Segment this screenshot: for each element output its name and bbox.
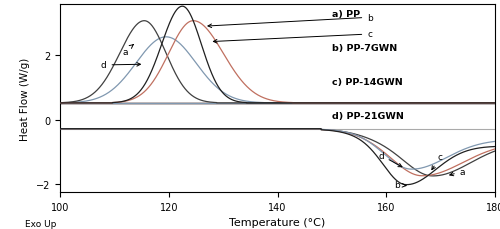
Text: a: a <box>122 45 134 56</box>
Text: c: c <box>432 152 443 170</box>
Text: a: a <box>450 167 465 176</box>
Text: c) PP-14GWN: c) PP-14GWN <box>332 78 402 87</box>
Text: b) PP-7GWN: b) PP-7GWN <box>332 44 397 53</box>
Text: b: b <box>394 181 406 190</box>
Text: d: d <box>378 151 402 167</box>
Text: c: c <box>214 30 372 44</box>
Text: a) PP: a) PP <box>332 10 360 19</box>
Text: d: d <box>101 61 140 70</box>
X-axis label: Temperature (°C): Temperature (°C) <box>230 218 326 227</box>
Text: Exo Up: Exo Up <box>25 219 56 228</box>
Y-axis label: Heat Flow (W/g): Heat Flow (W/g) <box>20 57 30 140</box>
Text: d) PP-21GWN: d) PP-21GWN <box>332 112 404 121</box>
Text: b: b <box>208 14 373 28</box>
